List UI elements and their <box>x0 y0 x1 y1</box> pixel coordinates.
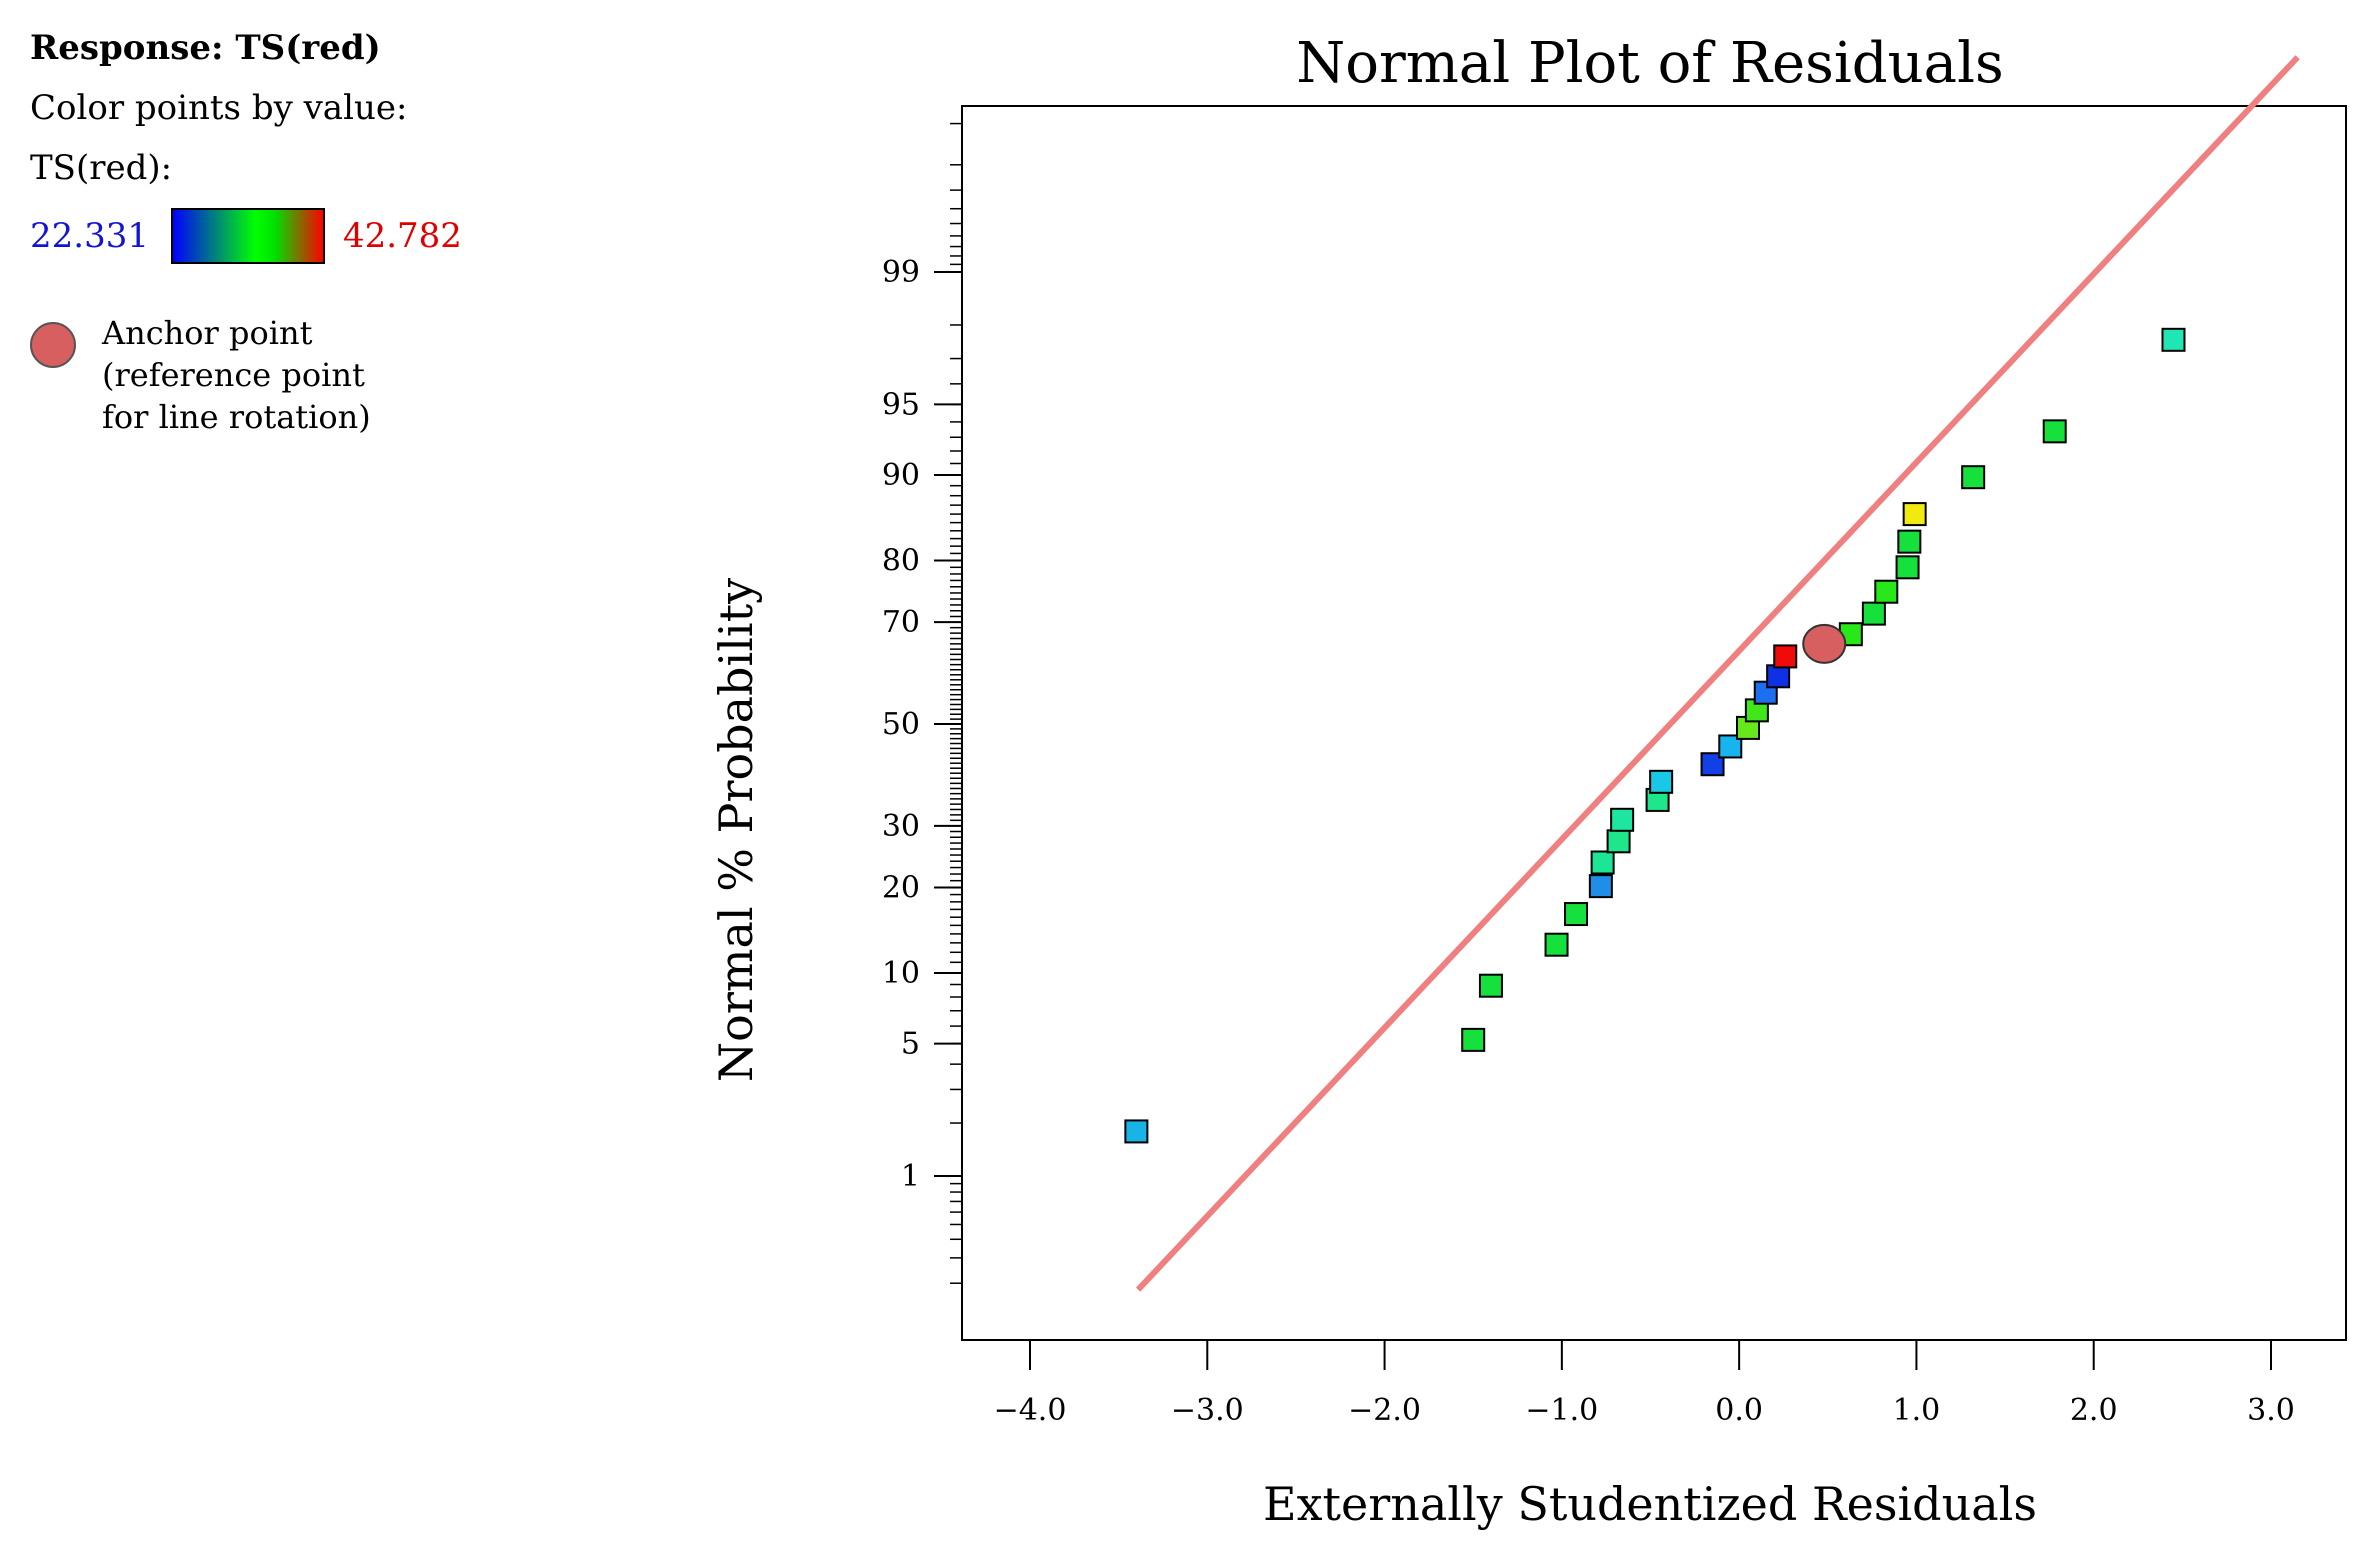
residual-point <box>1718 734 1743 759</box>
anchor-legend-text: Anchor point (reference point for line r… <box>102 312 371 438</box>
residual-point <box>1874 579 1899 604</box>
x-tick-label: −4.0 <box>994 1393 1067 1428</box>
chart-title: Normal Plot of Residuals <box>1296 31 2003 96</box>
y-tick-label: 5 <box>901 1027 920 1062</box>
residual-point <box>1588 874 1613 899</box>
x-tick-label: −2.0 <box>1348 1393 1421 1428</box>
residual-point <box>1895 555 1920 580</box>
residual-point <box>1649 769 1674 794</box>
scale-max-value: 42.782 <box>342 216 462 256</box>
color-scale: 22.331 42.782 <box>30 208 550 264</box>
x-tick-label: 0.0 <box>1715 1393 1763 1428</box>
y-tick-label: 1 <box>901 1159 920 1194</box>
residual-point <box>1124 1119 1149 1144</box>
residual-point <box>1461 1027 1486 1052</box>
y-tick-label: 50 <box>882 707 920 742</box>
residual-point <box>1861 601 1886 626</box>
scale-min-value: 22.331 <box>30 216 149 256</box>
reference-line <box>1135 55 2300 1292</box>
residual-point <box>1902 502 1927 527</box>
residual-point <box>1961 465 1986 490</box>
residual-point <box>1897 529 1922 554</box>
residual-point <box>1700 752 1725 777</box>
residual-point <box>1773 644 1798 669</box>
residual-point <box>1766 664 1791 689</box>
anchor-point <box>1802 623 1847 664</box>
x-tick-label: −1.0 <box>1525 1393 1598 1428</box>
x-axis-title: Externally Studentized Residuals <box>1263 1477 2037 1531</box>
response-label: Response: TS(red) <box>30 28 381 68</box>
anchor-legend-line: for line rotation) <box>102 398 371 436</box>
y-tick-label: 90 <box>882 458 920 493</box>
y-tick-label: 95 <box>882 387 920 422</box>
residual-point <box>1544 932 1569 957</box>
residual-point <box>1478 973 1503 998</box>
y-tick-label: 70 <box>882 605 920 640</box>
x-tick-label: 1.0 <box>1893 1393 1941 1428</box>
residual-point <box>2042 419 2067 444</box>
residual-point <box>1606 829 1631 854</box>
anchor-legend-line: Anchor point <box>102 314 313 352</box>
y-tick-label: 30 <box>882 809 920 844</box>
variable-label: TS(red): <box>30 148 173 188</box>
anchor-point-icon <box>30 322 76 368</box>
x-tick-label: 2.0 <box>2070 1393 2118 1428</box>
residual-point <box>1590 850 1615 875</box>
anchor-legend: Anchor point (reference point for line r… <box>30 312 550 438</box>
x-tick-label: −3.0 <box>1171 1393 1244 1428</box>
y-tick-label: 10 <box>882 956 920 991</box>
y-axis-title: Normal % Probability <box>709 578 763 1082</box>
residual-point <box>2161 327 2186 352</box>
y-tick-label: 80 <box>882 543 920 578</box>
color-by-label: Color points by value: <box>30 88 408 128</box>
x-tick-label: 3.0 <box>2247 1393 2295 1428</box>
color-legend: Response: TS(red) Color points by value:… <box>30 28 550 438</box>
plot-frame <box>961 105 2347 1341</box>
residual-point <box>1610 807 1635 832</box>
y-tick-label: 99 <box>882 255 920 290</box>
y-tick-label: 20 <box>882 871 920 906</box>
residual-point <box>1564 902 1589 927</box>
anchor-legend-line: (reference point <box>102 356 365 394</box>
color-gradient-bar <box>170 208 325 264</box>
